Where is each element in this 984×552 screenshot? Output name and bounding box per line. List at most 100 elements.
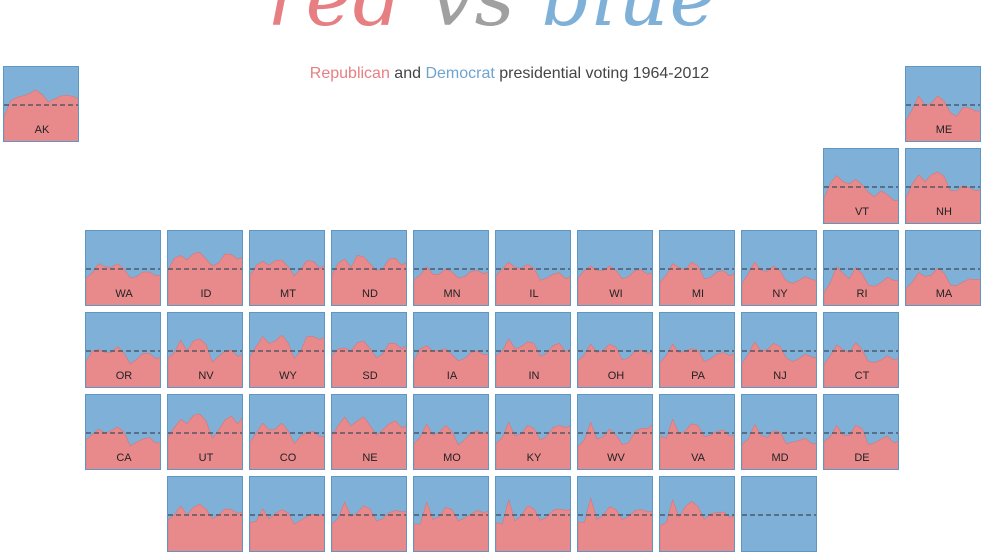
state-chart (250, 508, 324, 551)
state-label: IA (446, 370, 458, 382)
state-tile-ct: CT (823, 312, 899, 388)
state-tile (577, 476, 653, 552)
state-tile-mo: MO (413, 394, 489, 470)
republican-area (578, 343, 652, 387)
state-chart (332, 416, 406, 469)
state-chart (414, 345, 488, 387)
state-chart (86, 263, 160, 305)
state-chart (332, 254, 406, 305)
state-tile-nj: NJ (741, 312, 817, 388)
republican-area (250, 422, 324, 469)
state-tile-id: ID (167, 230, 243, 306)
state-chart (660, 418, 734, 469)
state-chart (496, 338, 570, 387)
state-label: MD (771, 452, 789, 464)
republican-area (168, 251, 242, 305)
state-label: CA (116, 452, 132, 464)
state-tile (495, 476, 571, 552)
state-tile-co: CO (249, 394, 325, 470)
state-tile-ri: RI (823, 230, 899, 306)
state-label: MN (443, 288, 461, 300)
state-chart (496, 261, 570, 305)
republican-area (414, 501, 488, 551)
state-chart (824, 266, 898, 305)
republican-area (742, 341, 816, 387)
state-label: VT (854, 206, 870, 218)
state-tile (331, 476, 407, 552)
republican-area (86, 426, 160, 469)
state-label: ID (200, 288, 212, 300)
republican-area (906, 171, 980, 223)
state-tile-nh: NH (905, 148, 981, 224)
state-tile-pa: PA (659, 312, 735, 388)
subtitle: Republican and Democrat presidential vot… (0, 65, 984, 83)
state-chart (4, 89, 78, 141)
state-tile (167, 476, 243, 552)
state-tile-sd: SD (331, 312, 407, 388)
state-tile-va: VA (659, 394, 735, 470)
republican-area (578, 421, 652, 469)
state-chart (742, 514, 816, 516)
state-tile-ma: MA (905, 230, 981, 306)
subtitle-republican: Republican (309, 65, 390, 82)
republican-area (332, 416, 406, 469)
state-chart (250, 422, 324, 469)
state-chart (250, 259, 324, 305)
republican-area (332, 501, 406, 551)
state-label: NE (362, 452, 378, 464)
state-label: WY (279, 370, 297, 382)
state-chart (86, 426, 160, 469)
state-label: NV (198, 370, 214, 382)
state-tile-wv: WV (577, 394, 653, 470)
republican-area (4, 89, 78, 141)
state-label: ME (935, 124, 953, 136)
state-tile-nd: ND (331, 230, 407, 306)
republican-area (414, 423, 488, 469)
republican-area (168, 413, 242, 469)
state-chart (906, 267, 980, 305)
state-tile-ut: UT (167, 394, 243, 470)
state-chart (168, 251, 242, 305)
state-tile-me: ME (905, 66, 981, 142)
republican-area (660, 343, 734, 387)
state-tile-ne: NE (331, 394, 407, 470)
state-chart (906, 95, 980, 141)
republican-area (332, 254, 406, 305)
state-tile-vt: VT (823, 148, 899, 224)
state-tile-wy: WY (249, 312, 325, 388)
state-label: NY (772, 288, 788, 300)
state-chart (578, 497, 652, 551)
state-chart (660, 498, 734, 551)
state-tile-ak: AK (3, 66, 79, 142)
state-tile-md: MD (741, 394, 817, 470)
republican-area (496, 421, 570, 469)
state-tile-oh: OH (577, 312, 653, 388)
republican-area (332, 340, 406, 387)
state-chart (332, 501, 406, 551)
state-chart (168, 338, 242, 387)
state-label: VA (691, 452, 705, 464)
title-word-red: red (267, 0, 403, 38)
state-label: RI (856, 288, 868, 300)
republican-area (742, 423, 816, 469)
subtitle-rest: presidential voting 1964-2012 (494, 65, 710, 82)
state-label: OH (607, 370, 625, 382)
state-label: UT (198, 452, 214, 464)
state-chart (414, 266, 488, 305)
state-chart (742, 341, 816, 387)
page-title: red vs blue (0, 0, 984, 38)
state-tile-ia: IA (413, 312, 489, 388)
state-label: WA (115, 288, 133, 300)
state-label: MO (443, 452, 461, 464)
state-tile-wi: WI (577, 230, 653, 306)
state-chart (332, 340, 406, 387)
republican-area (250, 259, 324, 305)
state-label: DE (854, 452, 870, 464)
republican-area (86, 346, 160, 387)
state-chart (578, 343, 652, 387)
state-tile (249, 476, 325, 552)
republican-area (742, 261, 816, 305)
state-label: AK (34, 124, 50, 136)
state-chart (742, 423, 816, 469)
state-chart (906, 171, 980, 223)
